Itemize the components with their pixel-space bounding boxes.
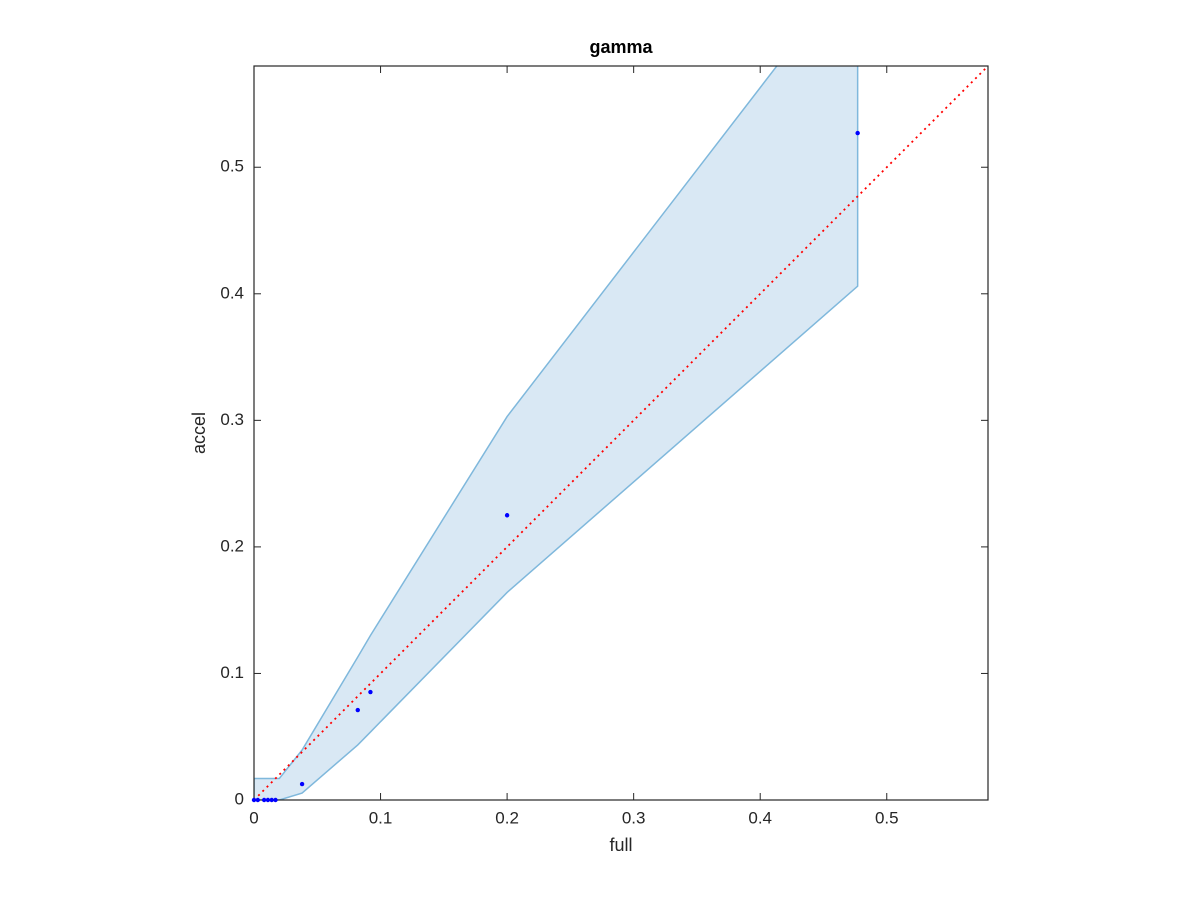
y-tick-label: 0.2 — [220, 536, 244, 555]
x-tick-label: 0.1 — [369, 808, 393, 827]
data-point — [265, 797, 271, 803]
y-tick-label: 0.5 — [220, 157, 244, 176]
data-point — [504, 513, 510, 518]
y-axis-label: accel — [189, 412, 209, 454]
x-tick-label: 0.2 — [495, 808, 519, 827]
data-point — [269, 797, 274, 803]
x-axis-label: full — [609, 835, 632, 855]
x-tick-label: 0.5 — [875, 808, 899, 827]
y-tick-label: 0 — [235, 789, 244, 808]
x-tick-label: 0 — [249, 808, 258, 827]
data-point — [255, 797, 260, 803]
axes-box — [253, 65, 989, 801]
data-point — [299, 781, 305, 787]
x-tick-label: 0.4 — [748, 808, 772, 827]
reference-line — [254, 66, 988, 800]
data-point — [251, 797, 257, 803]
confidence-band — [254, 66, 859, 800]
y-tick-label: 0.3 — [220, 410, 244, 429]
data-point — [368, 689, 373, 695]
y-tick-label: 0.4 — [220, 283, 244, 302]
y-tick-label: 0.1 — [220, 663, 244, 682]
data-point — [355, 707, 360, 713]
plot-area — [254, 66, 988, 800]
x-tick-label: 0.3 — [622, 808, 646, 827]
data-point — [855, 130, 860, 136]
chart-title: gamma — [589, 37, 653, 57]
data-point — [273, 797, 278, 803]
data-point — [261, 797, 267, 803]
